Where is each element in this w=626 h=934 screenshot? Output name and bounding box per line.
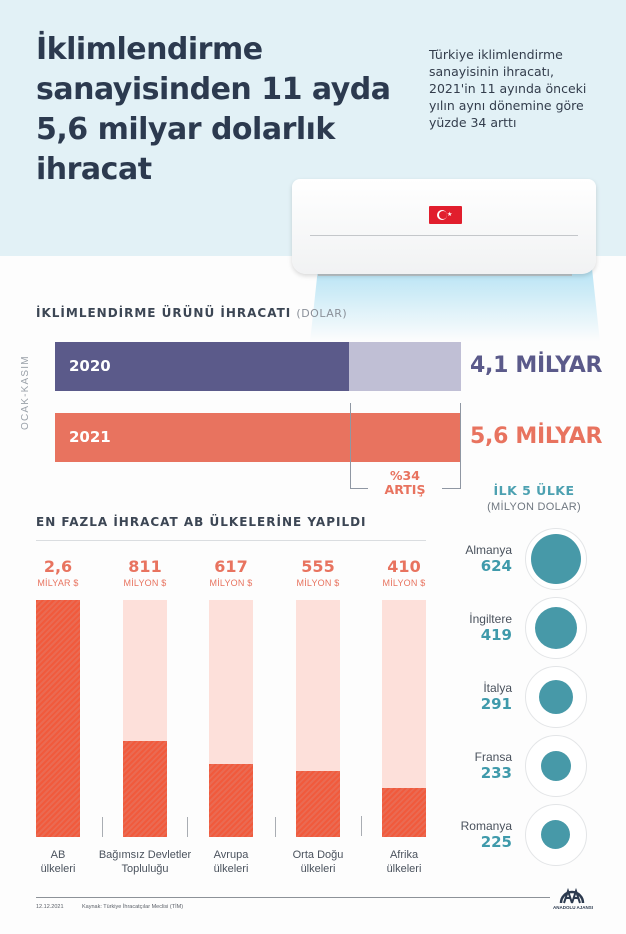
footer-rule [36, 897, 550, 898]
country-value: 225 [480, 833, 512, 851]
top5-title: İLK 5 ÜLKE [493, 483, 575, 498]
region-bar-ortadogu [296, 771, 340, 837]
region-bar-avrupa [209, 764, 253, 837]
country-bubble [525, 804, 587, 866]
bracket-left [350, 403, 351, 489]
country-name: Almanya [465, 543, 512, 557]
country-name: Fransa [474, 750, 512, 764]
page-subtitle: Türkiye iklimlendirme sanayisinin ihraca… [429, 47, 587, 130]
air-conditioner-illustration [292, 179, 596, 274]
region-label: Bağımsız Devletler Topluluğu [98, 849, 192, 875]
country-bubble [525, 666, 587, 728]
country-name: Romanya [460, 819, 512, 833]
country-value: 624 [480, 557, 512, 575]
country-bubble [525, 597, 587, 659]
bar-2020-remainder [349, 342, 461, 391]
region-value: 555 MİLYON $ [296, 557, 340, 588]
ac-line [310, 235, 578, 236]
region-value: 410 MİLYON $ [382, 557, 426, 588]
top5-subtitle: (MİLYON DOLAR) [487, 501, 581, 513]
region-label: Afrika ülkeleri [386, 849, 422, 875]
region-value: 2,6 MİLYAR $ [37, 557, 79, 588]
separator [275, 817, 276, 837]
unit-label: (DOLAR) [296, 307, 348, 320]
footer-date: 12.12.2021 [36, 904, 64, 910]
country-value: 233 [480, 764, 512, 782]
region-label: Avrupa ülkeleri [213, 849, 249, 875]
country-value: 419 [480, 626, 512, 644]
anadolu-agency-logo-icon [559, 887, 585, 904]
bar-year-label: 2021 [69, 428, 111, 446]
region-bar-afrika [382, 788, 426, 837]
bracket-right [460, 403, 461, 489]
bracket-bottom-right [442, 488, 461, 489]
region-value: 811 MİLYON $ [123, 557, 167, 588]
period-label: OCAK-KASIM [20, 355, 31, 430]
country-value: 291 [480, 695, 512, 713]
bracket-bottom-left [350, 488, 368, 489]
separator [187, 817, 188, 837]
region-bar-bdt [123, 741, 167, 837]
country-name: İtalya [483, 681, 512, 695]
region-value: 617 MİLYON $ [209, 557, 253, 588]
turkish-flag-icon [429, 206, 462, 224]
bar-year-label: 2020 [69, 357, 111, 375]
value-2021: 5,6 MİLYAR [470, 424, 603, 449]
region-label: AB ülkeleri [40, 849, 76, 875]
country-bubble [525, 735, 587, 797]
country-bubble [525, 528, 587, 590]
region-bar-ab [36, 600, 80, 837]
divider [36, 540, 426, 541]
separator [102, 817, 103, 837]
region-section-title: EN FAZLA İHRACAT AB ÜLKELERİNE YAPILDI [36, 515, 367, 529]
value-2020: 4,1 MİLYAR [470, 353, 603, 378]
increase-annotation: %34 ARTIŞ [384, 468, 426, 497]
star-icon: ★ [447, 212, 453, 218]
page-title: İklimlendirme sanayisinden 11 ayda 5,6 m… [36, 32, 391, 187]
footer-source: Kaynak: Türkiye İhracatçılar Meclisi (Tİ… [82, 904, 184, 910]
logo-text: ANADOLU AJANSI [552, 905, 594, 910]
country-name: İngiltere [469, 612, 512, 626]
separator [361, 816, 362, 836]
bar-2021: 2021 [55, 413, 461, 462]
region-label: Orta Doğu ülkeleri [292, 849, 344, 875]
export-section-title: İKLİMLENDİRME ÜRÜNÜ İHRACATI (DOLAR) [36, 306, 348, 320]
bar-2020: 2020 [55, 342, 349, 391]
